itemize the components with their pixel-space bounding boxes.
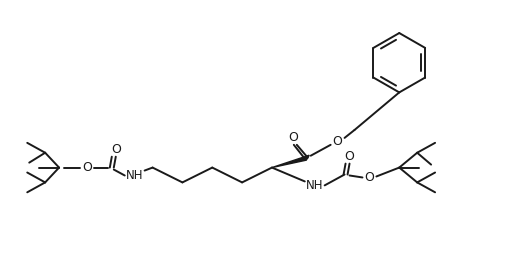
Text: O: O [333, 135, 342, 148]
Text: O: O [111, 143, 121, 156]
Text: NH: NH [126, 169, 143, 182]
Polygon shape [272, 155, 309, 168]
Text: O: O [82, 161, 92, 174]
Text: O: O [288, 131, 298, 144]
Text: NH: NH [306, 179, 323, 192]
Text: O: O [344, 150, 354, 163]
Text: O: O [364, 171, 374, 184]
